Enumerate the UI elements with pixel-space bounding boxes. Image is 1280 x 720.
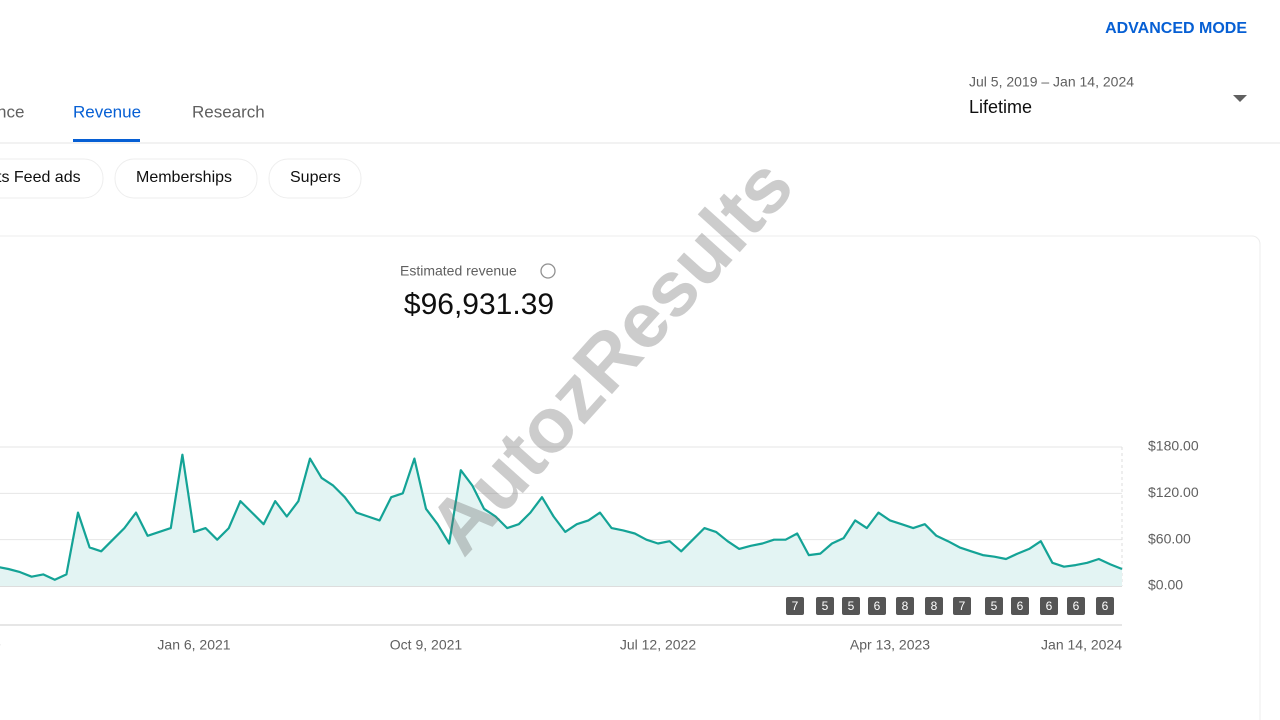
marker-box	[816, 597, 834, 615]
tab[interactable]: nce	[0, 102, 24, 121]
marker-box	[1011, 597, 1029, 615]
marker-label: 8	[902, 599, 909, 613]
metric-title: Estimated revenue	[400, 263, 517, 279]
marker-label: 7	[959, 599, 966, 613]
chip-label[interactable]: Supers	[290, 169, 341, 186]
tab-underline	[73, 139, 140, 142]
x-tick-label: Oct 9, 2021	[390, 637, 463, 653]
marker-label: 7	[792, 599, 799, 613]
marker-box	[1067, 597, 1085, 615]
marker-box	[1096, 597, 1114, 615]
marker-label: 6	[1102, 599, 1109, 613]
date-range: Jul 5, 2019 – Jan 14, 2024	[969, 74, 1134, 90]
marker-box	[786, 597, 804, 615]
chip[interactable]	[0, 158, 104, 199]
marker-label: 5	[822, 599, 829, 613]
x-tick-label: Jan 6, 2021	[157, 637, 230, 653]
chip[interactable]	[268, 158, 362, 199]
marker-box	[842, 597, 860, 615]
chip[interactable]	[114, 158, 258, 199]
marker-label: 8	[931, 599, 938, 613]
marker-box	[868, 597, 886, 615]
info-icon[interactable]	[540, 263, 556, 279]
advanced-mode-button[interactable]: ADVANCED MODE	[1105, 20, 1247, 37]
chip-label[interactable]: Memberships	[136, 169, 232, 186]
chart: $0.00 $60.00 $120.00 $180.00 0 Jan 6, 2021 Oct…	[0, 438, 1199, 653]
marker-label: 6	[874, 599, 881, 613]
y-tick-label: $60.00	[1148, 530, 1191, 546]
y-tick-label: $120.00	[1148, 484, 1199, 500]
marker-box	[925, 597, 943, 615]
dropdown-arrow[interactable]	[1233, 95, 1247, 102]
metric-total: $96,931.39	[404, 288, 554, 321]
area	[0, 454, 1122, 586]
card	[0, 235, 1261, 720]
marker-label: 6	[1046, 599, 1053, 613]
marker-label: 5	[991, 599, 998, 613]
marker-label: 6	[1073, 599, 1080, 613]
x-tick-label: Apr 13, 2023	[850, 637, 930, 653]
x-tick-label: Jan 14, 2024	[1041, 637, 1122, 653]
marker-label: 5	[848, 599, 855, 613]
marker-box	[896, 597, 914, 615]
line	[0, 453, 1123, 581]
marker-box	[1040, 597, 1058, 615]
y-tick-label: $0.00	[1148, 577, 1183, 593]
chip-label[interactable]: ts Feed ads	[0, 169, 81, 186]
x-tick-label: Jul 12, 2022	[620, 637, 696, 653]
tab-active[interactable]: Revenue	[73, 102, 141, 121]
tab[interactable]: Research	[192, 102, 265, 121]
y-tick-label: $180.00	[1148, 438, 1199, 454]
marker-box	[985, 597, 1003, 615]
period[interactable]: Lifetime	[969, 97, 1032, 117]
x-tick-label: 0	[0, 637, 1, 653]
marker-label: 6	[1017, 599, 1024, 613]
marker-box	[953, 597, 971, 615]
